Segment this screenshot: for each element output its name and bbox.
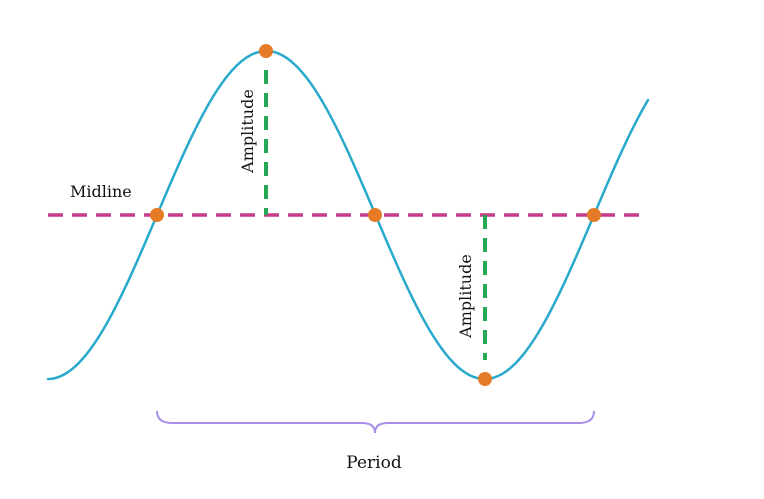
point-maximum <box>259 44 273 58</box>
period-label: Period <box>346 453 402 473</box>
point-minimum <box>478 372 492 386</box>
point-midline-crossing-3 <box>587 208 601 222</box>
period-brace <box>156 410 595 434</box>
midline-label: Midline <box>70 182 132 201</box>
amplitude-label-bottom: Amplitude <box>456 254 475 339</box>
point-midline-crossing-1 <box>150 208 164 222</box>
amplitude-label-top: Amplitude <box>238 89 257 174</box>
sine-curve <box>46 49 650 381</box>
point-midline-crossing-2 <box>368 208 382 222</box>
